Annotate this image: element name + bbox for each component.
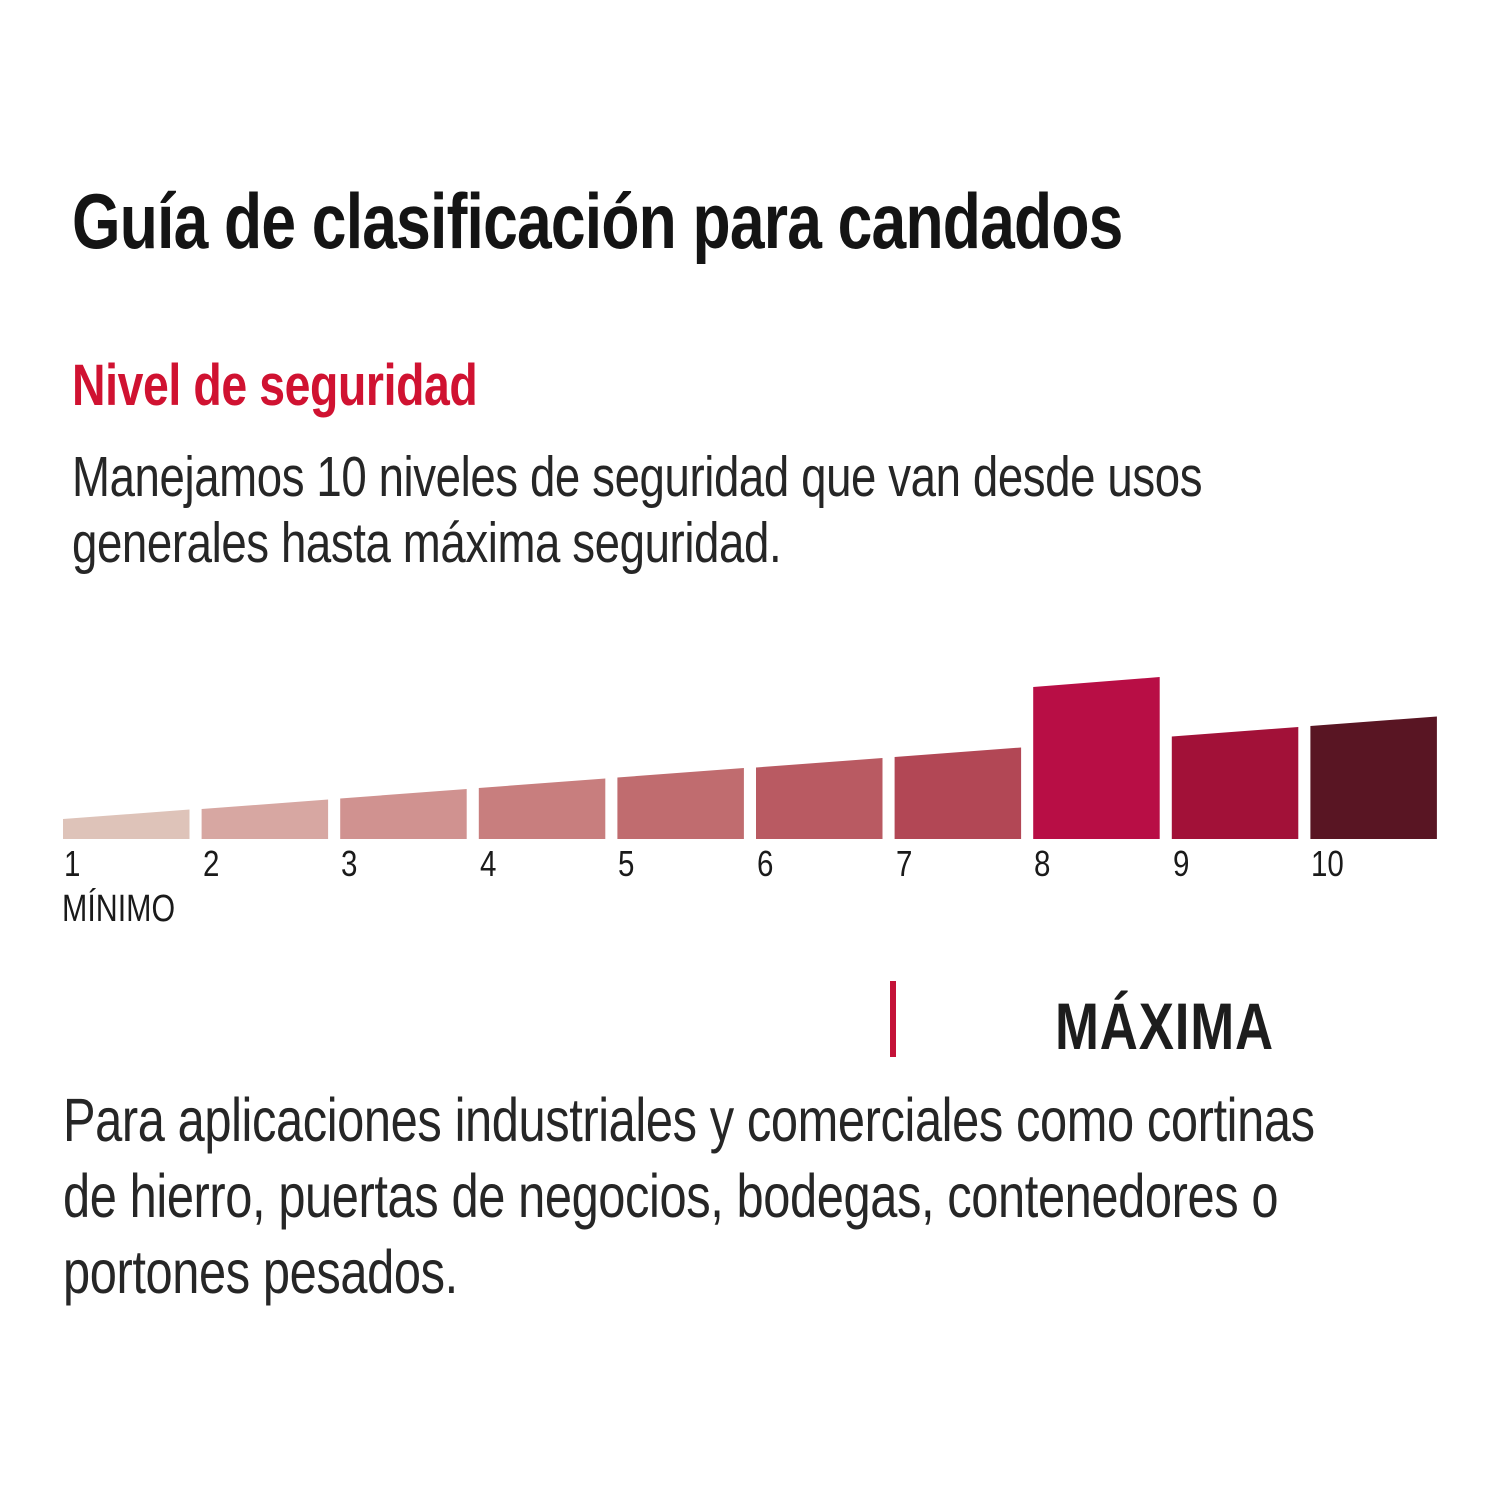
axis-label-2: 2: [202, 843, 220, 884]
chart-bar-level-5: [617, 768, 744, 839]
footer-description: Para aplicaciones industriales y comerci…: [63, 1086, 1315, 1306]
axis-label-5: 5: [618, 843, 635, 884]
axis-label-10: 10: [1311, 843, 1345, 884]
chart-bar-level-2: [201, 799, 329, 839]
security-level-bar-chart: [63, 677, 1437, 839]
chart-axis-labels: 1 2 3 4 5 6 7 8 9 10: [0, 843, 1500, 884]
axis-label-4: 4: [479, 843, 497, 884]
axis-label-7: 7: [895, 843, 913, 884]
chart-bar-level-6: [756, 758, 883, 839]
chart-bar-level-8-highlighted: [1033, 677, 1160, 839]
chart-bar-level-9: [1171, 727, 1299, 839]
chart-bar-level-10: [1310, 716, 1437, 839]
section-heading-security-level: Nivel de seguridad: [72, 353, 478, 418]
axis-label-8: 8: [1034, 843, 1051, 884]
max-label: MÁXIMA: [1055, 989, 1274, 1063]
min-label: MÍNIMO: [62, 888, 176, 930]
chart-bar-level-1: [63, 809, 190, 839]
max-tick-line: [890, 981, 896, 1057]
axis-label-9: 9: [1172, 843, 1190, 884]
chart-bar-level-7: [894, 747, 1022, 839]
axis-label-3: 3: [341, 843, 358, 884]
axis-label-1: 1: [64, 843, 81, 884]
chart-bar-level-4: [478, 778, 606, 839]
section-description: Manejamos 10 niveles de seguridad que va…: [72, 445, 1203, 575]
axis-label-6: 6: [757, 843, 774, 884]
page-title: Guía de clasificación para candados: [72, 177, 1123, 265]
chart-bar-level-3: [340, 789, 467, 839]
